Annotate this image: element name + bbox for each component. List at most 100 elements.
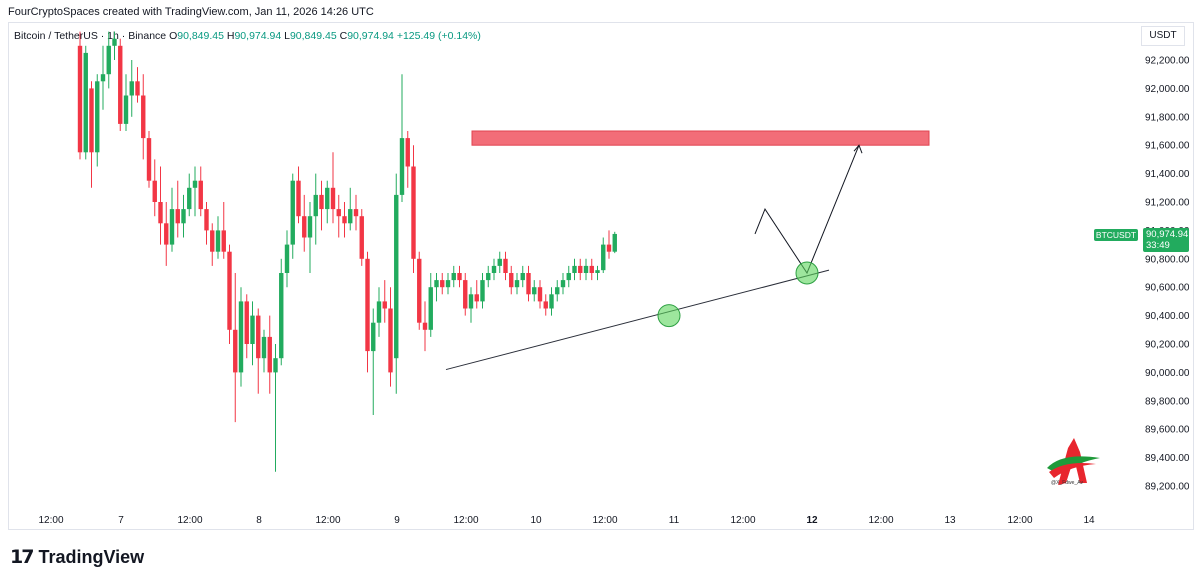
candle-body: [353, 209, 359, 217]
candle-body: [342, 216, 347, 224]
candle-body: [388, 308, 393, 373]
candle-body: [514, 280, 520, 288]
price-axis[interactable]: 92,200.00 92,000.00 91,800.00 91,600.00 91,4…: [1145, 56, 1190, 493]
candle-body: [422, 322, 428, 330]
y-tick-label: 91,200.00: [1145, 198, 1190, 209]
candle-body: [204, 209, 209, 231]
legend-close-value: 90,974.94: [347, 30, 394, 42]
candle-body: [572, 265, 577, 273]
candle-body: [313, 194, 318, 217]
candle-body: [129, 81, 134, 96]
x-tick-label: 12:00: [315, 515, 340, 526]
candle-body: [583, 265, 589, 273]
candle-body: [210, 230, 215, 252]
y-tick-label: 90,200.00: [1145, 340, 1190, 351]
candle-body: [290, 180, 295, 245]
y-tick-label: 91,600.00: [1145, 141, 1190, 152]
tradingview-footer[interactable]: 17 TradingView: [10, 546, 144, 568]
legend-symbol[interactable]: Bitcoin / TetherUS · 1h · Binance: [14, 30, 167, 42]
candle-body: [543, 301, 548, 309]
candle-body: [164, 223, 169, 245]
candle-body: [445, 280, 451, 288]
candle-body: [595, 270, 600, 273]
last-price-value: 90,974.94: [1146, 229, 1189, 240]
candle-body: [532, 287, 537, 295]
candle-body: [307, 216, 313, 238]
time-axis[interactable]: 12:00 7 12:00 8 12:00 9 12:00 10 12:00 11 12:00 12 1…: [38, 515, 1095, 526]
watermark-logo: [1047, 438, 1100, 485]
x-tick-label: 11: [669, 515, 680, 526]
candle-body: [411, 166, 416, 259]
candle-body: [486, 273, 491, 281]
candle-body: [89, 88, 94, 153]
candle-body: [578, 265, 583, 273]
candle-body: [215, 230, 221, 252]
candle-body: [112, 38, 117, 46]
tradingview-brand: TradingView: [38, 546, 145, 567]
candle-body: [376, 301, 382, 323]
candle-body: [474, 294, 479, 302]
candle-body: [566, 273, 571, 281]
candle-body: [394, 194, 399, 359]
candle-body: [428, 287, 433, 330]
candle-body: [497, 258, 502, 266]
y-tick-label: 92,000.00: [1145, 84, 1190, 95]
candle-body: [325, 187, 330, 210]
legend-low-value: 90,849.45: [289, 30, 337, 42]
candle-body: [537, 287, 543, 302]
touch-circle: [657, 304, 681, 328]
y-tick-label: 89,400.00: [1145, 453, 1190, 464]
legend-open-label: O: [169, 30, 178, 42]
currency-button[interactable]: USDT: [1141, 26, 1185, 46]
symbol-price-tag: BTCUSDT: [1094, 229, 1138, 241]
ohlc-legend: Bitcoin / TetherUS · 1h · Binance O90,84…: [14, 30, 481, 42]
candle-body: [83, 52, 88, 153]
legend-change: +125.49 (+0.14%): [396, 30, 481, 42]
support-trendline: [445, 269, 830, 371]
candle-body: [302, 216, 307, 238]
candle-body: [267, 336, 272, 373]
candle-body: [261, 336, 267, 359]
trendline: [445, 269, 830, 371]
candle-body: [106, 45, 111, 75]
candle-body: [434, 280, 439, 288]
y-tick-label: 89,600.00: [1145, 425, 1190, 436]
candle-body: [118, 45, 123, 124]
candle-body: [198, 180, 203, 210]
watermark-handle: @X_Fdwe_Av: [1051, 480, 1083, 486]
chart-header: FourCryptoSpaces created with TradingVie…: [8, 6, 374, 18]
chart-frame[interactable]: [8, 22, 1194, 530]
candle-body: [279, 273, 284, 359]
candle-body: [273, 358, 278, 373]
candle-body: [365, 258, 370, 352]
candle-body: [463, 280, 468, 309]
x-tick-label: 12:00: [177, 515, 202, 526]
candle-body: [244, 301, 249, 344]
candle-body: [612, 233, 617, 252]
last-price-tag: 90,974.94 33:49: [1143, 228, 1189, 252]
candle-body: [135, 81, 140, 96]
candle-body: [330, 187, 336, 210]
candle-body: [221, 230, 226, 252]
candle-body: [601, 244, 606, 271]
legend-high-value: 90,974.94: [234, 30, 282, 42]
projection-line: [754, 145, 860, 275]
x-tick-label: 13: [944, 515, 956, 526]
candle-body: [457, 273, 462, 281]
candle-body: [560, 280, 566, 288]
legend-open-value: 90,849.45: [177, 30, 224, 42]
candle-body: [451, 273, 456, 281]
candle-body: [187, 187, 192, 210]
x-tick-label: 8: [256, 515, 262, 526]
candle-body: [468, 294, 474, 309]
candle-body: [405, 138, 410, 167]
candle-body: [382, 301, 387, 309]
y-tick-label: 90,400.00: [1145, 311, 1190, 322]
candle-body: [175, 209, 180, 224]
bar-countdown: 33:49: [1146, 240, 1170, 251]
x-tick-label: 14: [1083, 515, 1095, 526]
candle-body: [233, 329, 238, 373]
y-tick-label: 89,200.00: [1145, 482, 1190, 493]
candle-body: [227, 251, 232, 330]
